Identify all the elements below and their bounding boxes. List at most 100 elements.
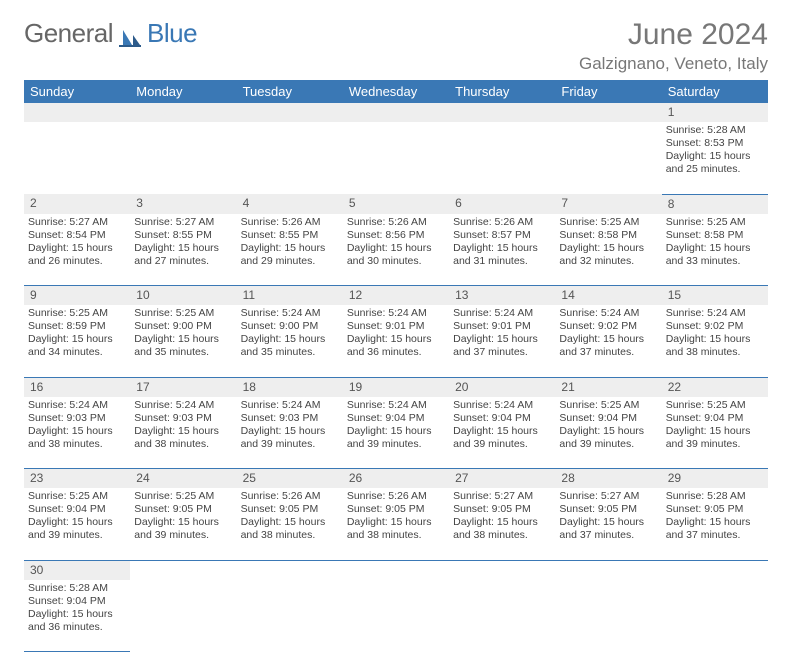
date-cell: 25 xyxy=(237,469,343,489)
day-cell xyxy=(555,580,661,652)
sunset-line: Sunset: 8:54 PM xyxy=(28,229,126,242)
day-cell xyxy=(343,122,449,194)
daylight-line: Daylight: 15 hours and 25 minutes. xyxy=(666,150,764,176)
day-cell: Sunrise: 5:27 AMSunset: 9:05 PMDaylight:… xyxy=(555,488,661,560)
sunrise-line: Sunrise: 5:26 AM xyxy=(241,216,339,229)
daylight-line: Daylight: 15 hours and 37 minutes. xyxy=(559,333,657,359)
date-cell xyxy=(237,103,343,122)
day-cell: Sunrise: 5:25 AMSunset: 9:05 PMDaylight:… xyxy=(130,488,236,560)
date-cell xyxy=(343,103,449,122)
date-row: 9101112131415 xyxy=(24,286,768,306)
sunrise-line: Sunrise: 5:26 AM xyxy=(241,490,339,503)
weekday-header: Sunday xyxy=(24,80,130,103)
day-cell xyxy=(449,122,555,194)
sunset-line: Sunset: 8:53 PM xyxy=(666,137,764,150)
day-cell xyxy=(130,580,236,652)
daylight-line: Daylight: 15 hours and 39 minutes. xyxy=(559,425,657,451)
sunrise-line: Sunrise: 5:25 AM xyxy=(559,216,657,229)
sunrise-line: Sunrise: 5:24 AM xyxy=(134,399,232,412)
daylight-line: Daylight: 15 hours and 37 minutes. xyxy=(453,333,551,359)
weekday-header: Monday xyxy=(130,80,236,103)
sunset-line: Sunset: 8:58 PM xyxy=(666,229,764,242)
weekday-header: Saturday xyxy=(662,80,768,103)
logo-text-blue: Blue xyxy=(147,18,197,49)
sunrise-line: Sunrise: 5:24 AM xyxy=(666,307,764,320)
daylight-line: Daylight: 15 hours and 31 minutes. xyxy=(453,242,551,268)
day-cell: Sunrise: 5:24 AMSunset: 9:03 PMDaylight:… xyxy=(237,397,343,469)
day-cell: Sunrise: 5:26 AMSunset: 8:57 PMDaylight:… xyxy=(449,214,555,286)
data-row: Sunrise: 5:25 AM Sunset: 8:59 PM Daylight:… xyxy=(24,305,768,377)
date-cell: 20 xyxy=(449,377,555,397)
sunset-line: Sunset: 9:03 PM xyxy=(28,412,126,425)
sunset-line: Sunset: 9:02 PM xyxy=(666,320,764,333)
data-row: Sunrise: 5:24 AMSunset: 9:03 PMDaylight:… xyxy=(24,397,768,469)
calendar-table: SundayMondayTuesdayWednesdayThursdayFrid… xyxy=(24,80,768,652)
sunset-line: Sunset: 8:59 PM xyxy=(28,320,126,333)
weekday-header: Friday xyxy=(555,80,661,103)
sunrise-line: Sunrise: 5:27 AM xyxy=(559,490,657,503)
date-cell: 22 xyxy=(662,377,768,397)
daylight-line: Daylight: 15 hours and 38 minutes. xyxy=(134,425,232,451)
sunrise-line: Sunrise: 5:27 AM xyxy=(453,490,551,503)
sunrise-line: Sunrise: 5:26 AM xyxy=(347,216,445,229)
sunrise-line: Sunrise: 5:24 AM xyxy=(559,307,657,320)
sunrise-line: Sunrise: 5:26 AM xyxy=(347,490,445,503)
date-cell: 24 xyxy=(130,469,236,489)
date-cell: 3 xyxy=(130,194,236,214)
sunset-line: Sunset: 8:55 PM xyxy=(134,229,232,242)
day-cell: Sunrise: 5:25 AMSunset: 8:58 PMDaylight:… xyxy=(555,214,661,286)
date-cell xyxy=(130,560,236,580)
date-cell: 4 xyxy=(237,194,343,214)
day-cell: Sunrise: 5:27 AMSunset: 8:54 PMDaylight:… xyxy=(24,214,130,286)
sunrise-line: Sunrise: 5:25 AM xyxy=(666,216,764,229)
date-cell: 11 xyxy=(237,286,343,306)
sunset-line: Sunset: 9:04 PM xyxy=(559,412,657,425)
day-cell: Sunrise: 5:25 AMSunset: 8:58 PMDaylight:… xyxy=(662,214,768,286)
day-cell: Sunrise: 5:24 AMSunset: 9:02 PMDaylight:… xyxy=(555,305,661,377)
date-cell: 17 xyxy=(130,377,236,397)
daylight-line: Daylight: 15 hours and 32 minutes. xyxy=(559,242,657,268)
date-cell: 12 xyxy=(343,286,449,306)
data-row: Sunrise: 5:27 AMSunset: 8:54 PMDaylight:… xyxy=(24,214,768,286)
date-cell: 28 xyxy=(555,469,661,489)
sunrise-line: Sunrise: 5:25 AM xyxy=(134,490,232,503)
data-row: Sunrise: 5:25 AMSunset: 9:04 PMDaylight:… xyxy=(24,488,768,560)
daylight-line: Daylight: 15 hours and 36 minutes. xyxy=(347,333,445,359)
daylight-line: Daylight: 15 hours and 37 minutes. xyxy=(559,516,657,542)
page-title: June 2024 xyxy=(579,18,768,52)
sunset-line: Sunset: 9:05 PM xyxy=(134,503,232,516)
date-cell: 14 xyxy=(555,286,661,306)
sunrise-line: Sunrise: 5:25 AM xyxy=(134,307,232,320)
day-cell: Sunrise: 5:27 AMSunset: 8:55 PMDaylight:… xyxy=(130,214,236,286)
day-cell: Sunrise: 5:26 AMSunset: 9:05 PMDaylight:… xyxy=(237,488,343,560)
sunrise-line: Sunrise: 5:24 AM xyxy=(241,307,339,320)
date-cell: 2 xyxy=(24,194,130,214)
sunset-line: Sunset: 9:05 PM xyxy=(559,503,657,516)
date-cell: 26 xyxy=(343,469,449,489)
sunset-line: Sunset: 8:57 PM xyxy=(453,229,551,242)
date-cell: 21 xyxy=(555,377,661,397)
day-cell: Sunrise: 5:24 AMSunset: 9:01 PMDaylight:… xyxy=(343,305,449,377)
sunset-line: Sunset: 9:04 PM xyxy=(347,412,445,425)
daylight-line: Daylight: 15 hours and 39 minutes. xyxy=(134,516,232,542)
day-cell: Sunrise: 5:25 AMSunset: 8:59 PMDaylight:… xyxy=(24,305,130,377)
date-cell: 16 xyxy=(24,377,130,397)
daylight-line: Daylight: 15 hours and 38 minutes. xyxy=(28,425,126,451)
sunrise-line: Sunrise: 5:24 AM xyxy=(347,399,445,412)
daylight-line: Daylight: 15 hours and 27 minutes. xyxy=(134,242,232,268)
day-cell: Sunrise: 5:24 AMSunset: 9:03 PMDaylight:… xyxy=(130,397,236,469)
sunset-line: Sunset: 9:01 PM xyxy=(347,320,445,333)
weekday-header-row: SundayMondayTuesdayWednesdayThursdayFrid… xyxy=(24,80,768,103)
sunset-line: Sunset: 9:04 PM xyxy=(453,412,551,425)
day-cell: Sunrise: 5:24 AMSunset: 9:04 PMDaylight:… xyxy=(449,397,555,469)
day-cell: Sunrise: 5:25 AMSunset: 9:04 PMDaylight:… xyxy=(662,397,768,469)
daylight-line: Daylight: 15 hours and 39 minutes. xyxy=(347,425,445,451)
sunset-line: Sunset: 9:02 PM xyxy=(559,320,657,333)
page-subtitle: Galzignano, Veneto, Italy xyxy=(579,54,768,74)
sunrise-line: Sunrise: 5:25 AM xyxy=(559,399,657,412)
daylight-line: Daylight: 15 hours and 37 minutes. xyxy=(666,516,764,542)
date-cell: 8 xyxy=(662,194,768,214)
day-cell: Sunrise: 5:25 AMSunset: 9:04 PMDaylight:… xyxy=(24,488,130,560)
sunset-line: Sunset: 9:05 PM xyxy=(347,503,445,516)
date-cell xyxy=(237,560,343,580)
